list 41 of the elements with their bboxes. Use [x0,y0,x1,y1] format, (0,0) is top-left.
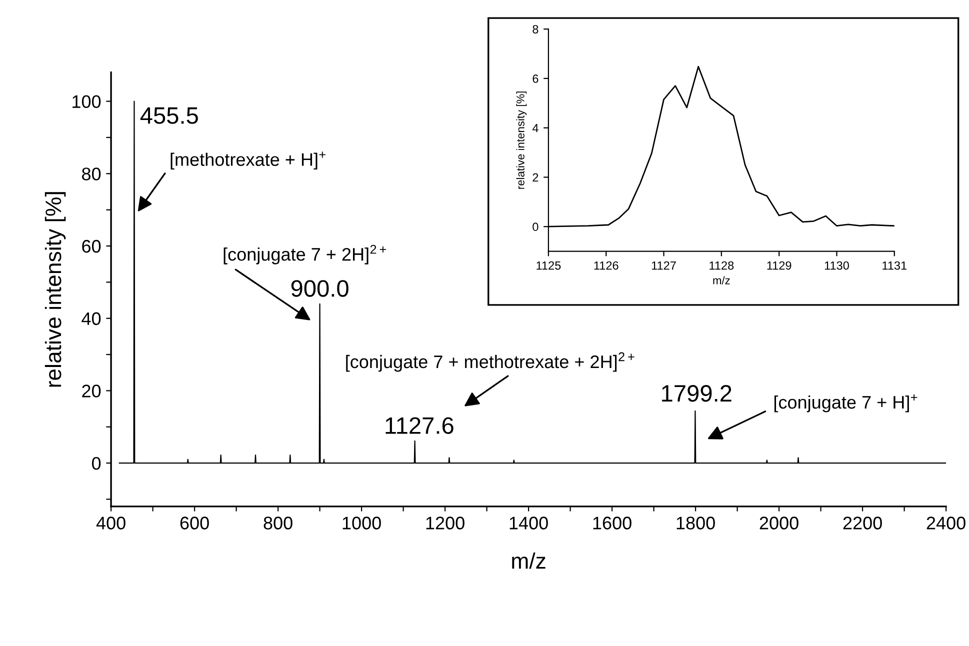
annotation: 900.0 [291,280,348,297]
x-tick-label: 400 [96,516,126,530]
x-tick-label: 2200 [843,516,882,530]
x-tick-label: 1400 [510,516,548,530]
x-tick-label: 1126 [594,261,618,270]
annotation: 455.5 [140,107,198,124]
annotation: 1127.6 [386,417,454,434]
y-tick-label: 20 [82,384,101,398]
x-tick-label: 1125 [536,261,561,270]
y-tick-label: 8 [532,25,538,34]
y-tick-label: 0 [532,222,538,231]
y-tick-label: 80 [82,168,101,180]
x-tick-label: 2000 [760,516,798,530]
y-tick-label: 60 [82,240,101,253]
annotation: [conjugate 7 + 2H]$^{2+}$ [224,244,386,264]
x-tick-label: 800 [264,516,292,530]
y-axis-title: relative intensity [%] [516,92,527,189]
x-axis-title: m/z [713,276,730,284]
y-tick-label: 40 [82,312,101,326]
x-tick-label: 1129 [767,261,792,270]
x-tick-label: 1000 [342,516,381,530]
y-tick-label: 2 [532,173,538,182]
annotation: [conjugate 7 + methotrexate + 2H]$^{2+}$ [346,352,634,372]
x-tick-label: 1128 [710,261,734,270]
y-tick-label: 100 [72,95,101,108]
y-axis-title: relative intensity [%] [44,192,66,387]
x-tick-label: 1127 [652,261,676,270]
x-tick-label: 1131 [882,261,907,270]
annotation: [methotrexate + H]$^{+}$ [170,152,326,170]
annotation: [conjugate 7 + H]$^{+}$ [774,394,918,412]
y-tick-label: 0 [92,456,101,470]
x-tick-label: 2400 [926,516,966,530]
x-tick-label: 1600 [593,516,632,530]
y-tick-label: 4 [532,124,538,132]
x-tick-label: 1200 [426,516,464,530]
annotation: 1799.2 [662,385,732,402]
x-tick-label: 1130 [824,261,849,270]
x-tick-label: 600 [180,516,209,530]
x-axis-title: m/z [512,552,546,569]
x-tick-label: 1800 [676,516,715,530]
y-tick-label: 6 [532,74,538,83]
